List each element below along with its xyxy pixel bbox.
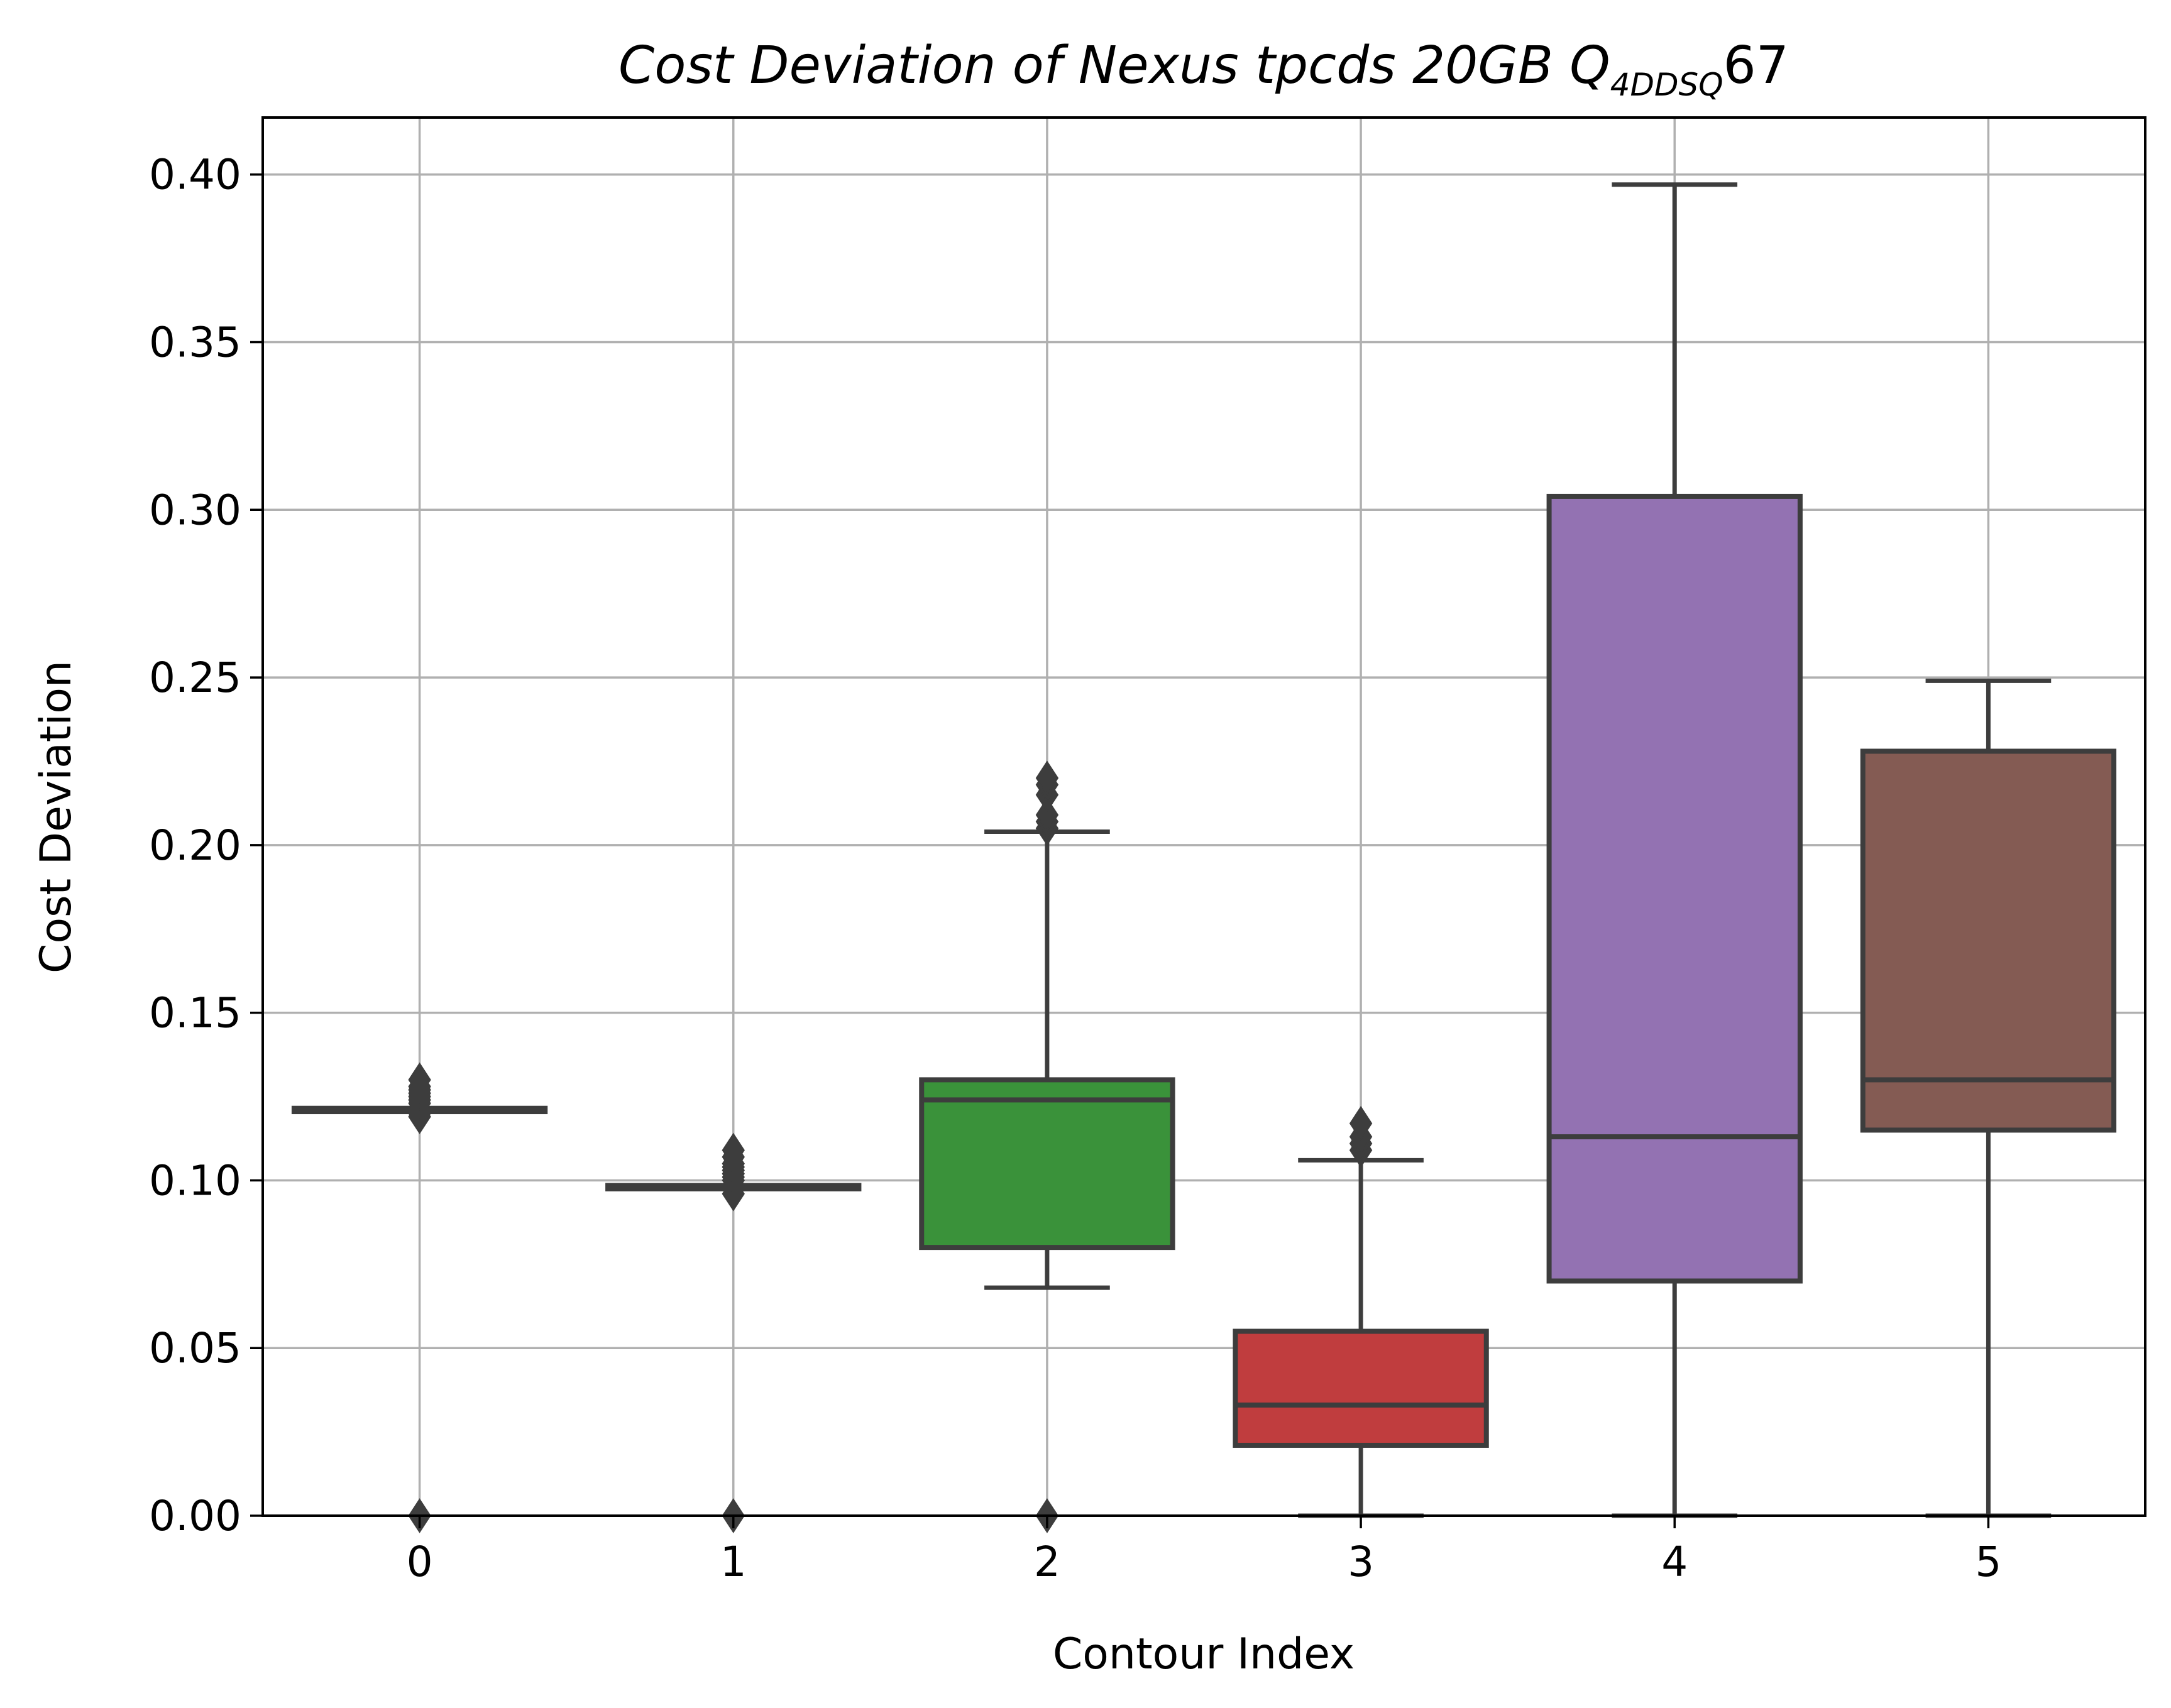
y-tick-label: 0.30 [149, 486, 241, 534]
x-tick-label: 5 [1975, 1538, 2001, 1586]
chart-title-suffix: 67 [1723, 36, 1789, 96]
x-axis-label: Contour Index [1053, 1629, 1355, 1679]
y-axis-label: Cost Deviation [31, 660, 81, 973]
x-tick-label: 3 [1348, 1538, 1374, 1586]
y-tick-label: 0.15 [149, 989, 241, 1037]
outlier-point [722, 1132, 745, 1168]
y-tick-label: 0.00 [149, 1492, 241, 1540]
outlier-point [1035, 797, 1059, 833]
x-tick-label: 4 [1661, 1538, 1688, 1586]
chart-title-subscript: 4DDSQ [1610, 67, 1723, 103]
box-5 [1860, 678, 2117, 1518]
x-tick-label: 1 [720, 1538, 747, 1586]
chart-title: Cost Deviation of Nexus tpcds 20GB Q4DDS… [618, 36, 1789, 103]
boxes [291, 182, 2117, 1533]
x-tick-label: 0 [407, 1538, 433, 1586]
plot-frame [261, 116, 2146, 1517]
axis-ticks: 0.00 0.05 0.10 0.15 0.20 0.25 0.30 0.35 0.40 0 1 2 3… [149, 151, 2001, 1586]
y-tick-label: 0.40 [149, 151, 241, 199]
box-body [1546, 493, 1803, 1284]
y-tick-label: 0.05 [149, 1324, 241, 1372]
box-3 [1233, 1105, 1489, 1518]
y-tick-label: 0.25 [149, 654, 241, 702]
box-body [1233, 1328, 1489, 1448]
box-1 [605, 1132, 862, 1533]
box-body [919, 1077, 1175, 1251]
box-body [1860, 748, 2117, 1133]
box-4 [1546, 182, 1803, 1518]
chart-title-main: Cost Deviation of Nexus tpcds 20GB Q [618, 36, 1610, 96]
y-tick-label: 0.10 [149, 1156, 241, 1205]
outlier-point [1035, 760, 1059, 796]
y-tick-label: 0.35 [149, 318, 241, 366]
y-tick-label: 0.20 [149, 821, 241, 870]
box-2 [919, 760, 1175, 1533]
outlier-point [408, 1062, 431, 1098]
outlier-point [1349, 1105, 1373, 1141]
x-tick-label: 2 [1034, 1538, 1060, 1586]
box-0 [291, 1062, 548, 1533]
